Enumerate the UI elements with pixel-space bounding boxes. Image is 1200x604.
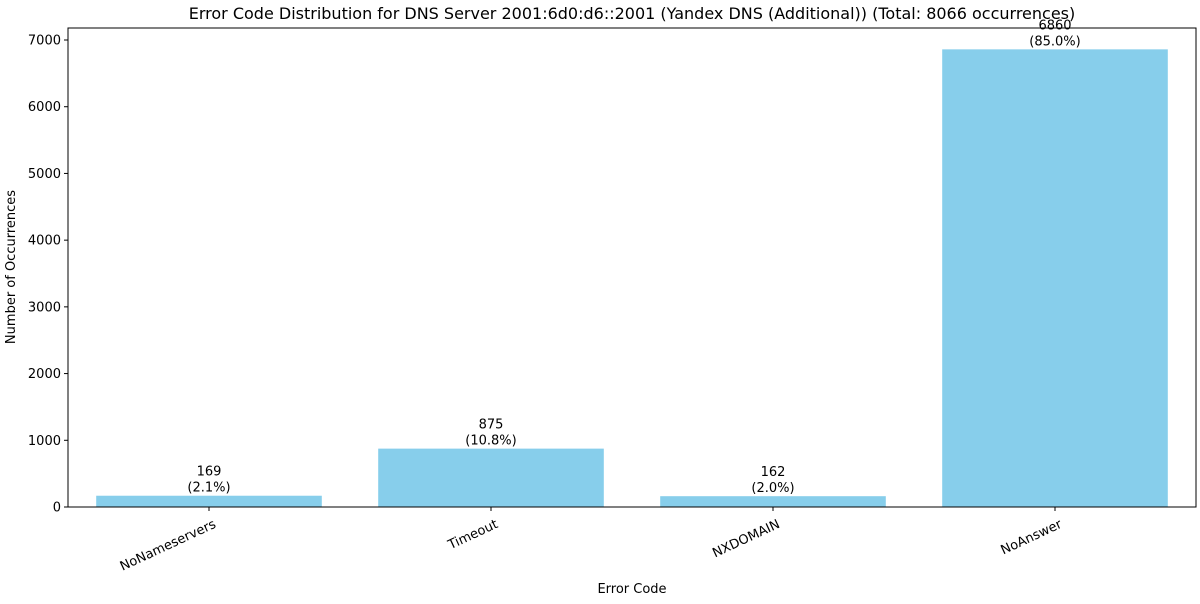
data-label-percent: (85.0%) bbox=[1029, 34, 1080, 49]
x-tick-label-nonameservers: NoNameservers bbox=[118, 517, 219, 575]
data-label-value: 875 bbox=[479, 418, 504, 433]
bar-nxdomain bbox=[660, 496, 886, 507]
y-axis-label: Number of Occurrences bbox=[4, 190, 19, 344]
plot-frame bbox=[67, 27, 1197, 508]
x-axis-label: Error Code bbox=[597, 582, 666, 597]
y-tick-label: 1000 bbox=[28, 434, 61, 449]
y-tick-label: 2000 bbox=[28, 367, 61, 382]
x-tick-label-timeout: Timeout bbox=[445, 517, 500, 553]
x-tick-label-nxdomain: NXDOMAIN bbox=[710, 517, 782, 561]
chart-title: Error Code Distribution for DNS Server 2… bbox=[189, 4, 1076, 23]
y-tick-label: 7000 bbox=[28, 34, 61, 49]
data-label-percent: (2.0%) bbox=[751, 481, 794, 496]
data-label-value: 162 bbox=[761, 465, 786, 480]
y-tick-label: 5000 bbox=[28, 167, 61, 182]
x-tick-label-noanswer: NoAnswer bbox=[999, 517, 1065, 559]
data-label-percent: (2.1%) bbox=[187, 481, 230, 496]
data-label-percent: (10.8%) bbox=[465, 434, 516, 449]
y-tick-label: 6000 bbox=[28, 100, 61, 115]
bar-noanswer bbox=[942, 49, 1168, 507]
y-tick-label: 3000 bbox=[28, 300, 61, 315]
plot-area: 0 1000 2000 3000 4000 5000 6000 7000 NoNameserve… bbox=[28, 18, 1197, 575]
data-label-value: 169 bbox=[197, 465, 222, 480]
y-tick-label: 0 bbox=[53, 501, 61, 516]
bar-nonameservers bbox=[96, 495, 322, 507]
bar-timeout bbox=[378, 448, 604, 507]
y-tick-label: 4000 bbox=[28, 234, 61, 249]
data-label-value: 6860 bbox=[1038, 18, 1071, 33]
